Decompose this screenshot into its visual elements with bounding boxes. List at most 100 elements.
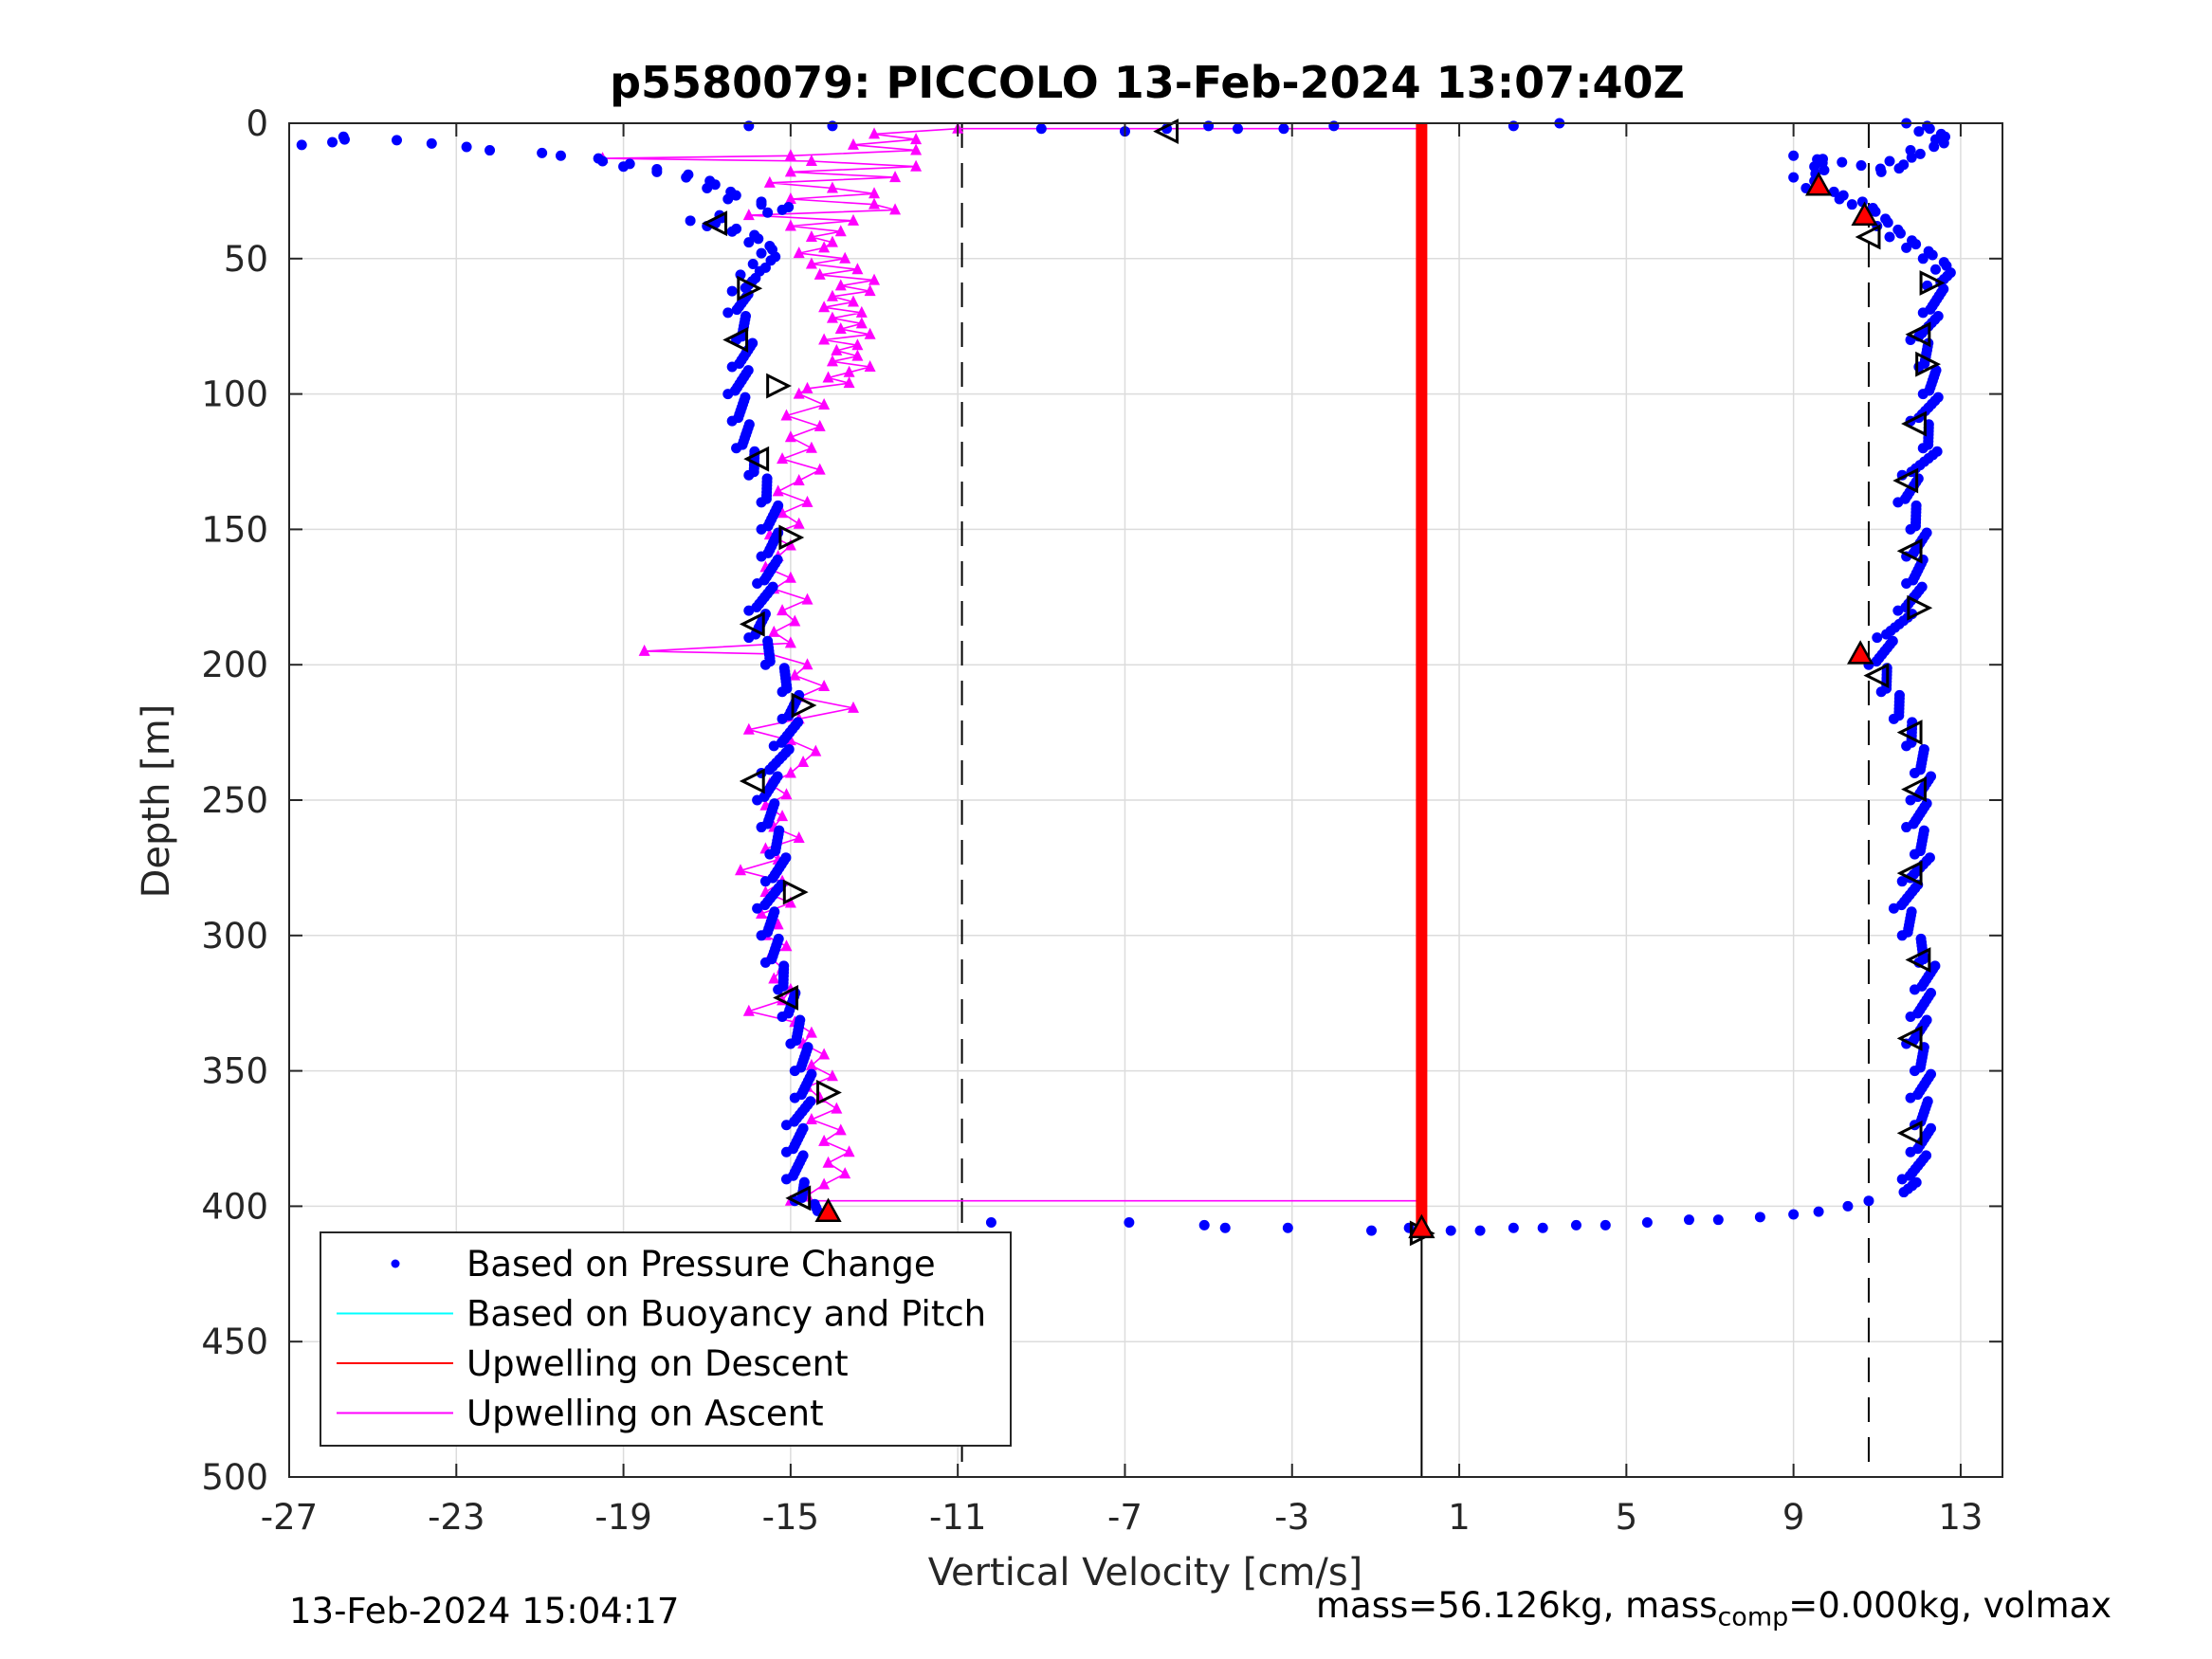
ascent-point xyxy=(814,419,826,431)
pressure-point-descent xyxy=(743,632,755,644)
ascent-point xyxy=(805,229,817,242)
pressure-point-descent xyxy=(537,147,548,158)
pressure-point-bottom xyxy=(1474,1225,1486,1236)
ascent-point xyxy=(772,918,784,930)
ascent-point xyxy=(826,181,838,193)
pressure-point-descent xyxy=(780,1174,792,1185)
pressure-point-descent xyxy=(461,141,472,153)
pressure-point-ascent xyxy=(1905,1011,1916,1022)
ascent-point xyxy=(818,1134,831,1146)
pressure-point-ascent xyxy=(1881,629,1892,640)
y-tick-label: 300 xyxy=(201,916,268,957)
open-triangle-marker xyxy=(1153,118,1179,144)
ascent-point xyxy=(793,473,805,485)
footer-timestamp: 13-Feb-2024 15:04:17 xyxy=(289,1591,680,1632)
filled-red-triangle-marker xyxy=(1847,640,1874,665)
descent-upwelling-column xyxy=(1416,123,1428,1231)
pressure-point-descent xyxy=(726,361,738,373)
ascent-point xyxy=(864,327,876,339)
pressure-point-descent xyxy=(722,307,734,319)
pressure-point-descent xyxy=(681,172,692,183)
pressure-point-ascent xyxy=(1938,137,1949,149)
ascent-point xyxy=(793,830,805,843)
pressure-point-ascent xyxy=(1929,264,1941,275)
pressure-point-descent xyxy=(555,150,566,161)
pressure-point-descent xyxy=(752,902,763,914)
pressure-point-descent xyxy=(780,1146,792,1158)
ascent-point xyxy=(805,257,817,269)
pressure-point-descent xyxy=(768,740,779,752)
ascent-point xyxy=(868,197,881,210)
x-tick-label: -11 xyxy=(929,1497,986,1538)
pressure-point-bottom xyxy=(1788,1209,1800,1220)
pressure-point-ascent xyxy=(1898,1187,1910,1198)
ascent-point xyxy=(889,203,902,215)
open-triangle-marker xyxy=(1919,270,1946,296)
pressure-point-ascent xyxy=(1909,1066,1920,1077)
pressure-point-ascent xyxy=(1872,632,1883,644)
pressure-point-ascent xyxy=(1901,822,1912,833)
pressure-point-bottom xyxy=(1570,1219,1581,1231)
ascent-point xyxy=(805,1026,817,1038)
ascent-point xyxy=(768,972,780,984)
ascent-point xyxy=(784,636,796,648)
pressure-point-descent xyxy=(702,183,713,194)
pressure-point-descent xyxy=(764,848,776,860)
pressure-point-bottom xyxy=(1537,1222,1548,1233)
pressure-point-descent xyxy=(752,794,763,806)
open-triangle-marker xyxy=(773,985,798,1011)
ascent-point xyxy=(780,409,793,421)
ascent-point xyxy=(834,322,847,335)
pressure-point-descent xyxy=(597,155,609,167)
ascent-point xyxy=(777,452,789,465)
ascent-point xyxy=(843,376,855,389)
ascent-point xyxy=(780,788,793,800)
ascent-point xyxy=(805,154,817,166)
footer-mass-prefix: mass=56.126kg, mass xyxy=(1316,1585,1718,1626)
pressure-point-ascent xyxy=(1896,930,1908,941)
ascent-point xyxy=(784,896,796,908)
y-axis-label: Depth [m] xyxy=(135,704,178,899)
pressure-point-descent xyxy=(327,137,338,148)
ascent-point xyxy=(742,1004,755,1016)
legend-label: Upwelling on Ascent xyxy=(466,1394,824,1434)
ascent-point xyxy=(734,864,746,876)
pressure-point-descent xyxy=(756,247,767,259)
pressure-point-descent xyxy=(773,984,784,995)
x-tick-label: -7 xyxy=(1107,1497,1143,1538)
series-upwelling-ascent xyxy=(596,121,1422,1206)
pressure-point-ascent xyxy=(1875,686,1887,698)
ascent-point xyxy=(826,289,838,301)
ascent-point xyxy=(818,241,831,253)
pressure-point-ascent xyxy=(1874,163,1886,174)
ascent-point xyxy=(826,355,838,367)
open-triangle-marker xyxy=(1892,467,1919,494)
pressure-point-bottom xyxy=(1508,1222,1519,1233)
ascent-point xyxy=(805,441,817,453)
x-tick-label: 5 xyxy=(1616,1497,1638,1538)
footer-mass-suffix: =0.000kg, volmax xyxy=(1788,1585,2112,1626)
pressure-point-ascent xyxy=(1927,249,1938,261)
ascent-point xyxy=(864,284,876,297)
ascent-point xyxy=(777,604,789,616)
pressure-point-descent xyxy=(743,237,755,248)
ascent-point xyxy=(822,1156,834,1168)
pressure-point-ascent xyxy=(1856,160,1867,172)
ascent-point xyxy=(784,149,796,161)
pressure-point-descent xyxy=(743,469,755,481)
pressure-point-descent xyxy=(777,686,788,698)
open-triangle-marker xyxy=(743,446,770,472)
pressure-point-ascent xyxy=(1834,193,1845,205)
x-tick-label: -27 xyxy=(261,1497,318,1538)
ascent-point xyxy=(784,191,796,204)
ascent-point xyxy=(834,279,847,291)
ascent-point xyxy=(818,680,831,692)
ascent-point xyxy=(822,371,834,383)
pressure-point-ascent xyxy=(1917,443,1929,454)
ascent-point xyxy=(814,267,826,280)
pressure-point-bottom xyxy=(1641,1217,1653,1229)
ascent-point xyxy=(814,463,826,475)
open-triangle-marker xyxy=(766,373,793,399)
ascent-point xyxy=(784,219,796,231)
y-tick-label: 450 xyxy=(201,1322,268,1362)
